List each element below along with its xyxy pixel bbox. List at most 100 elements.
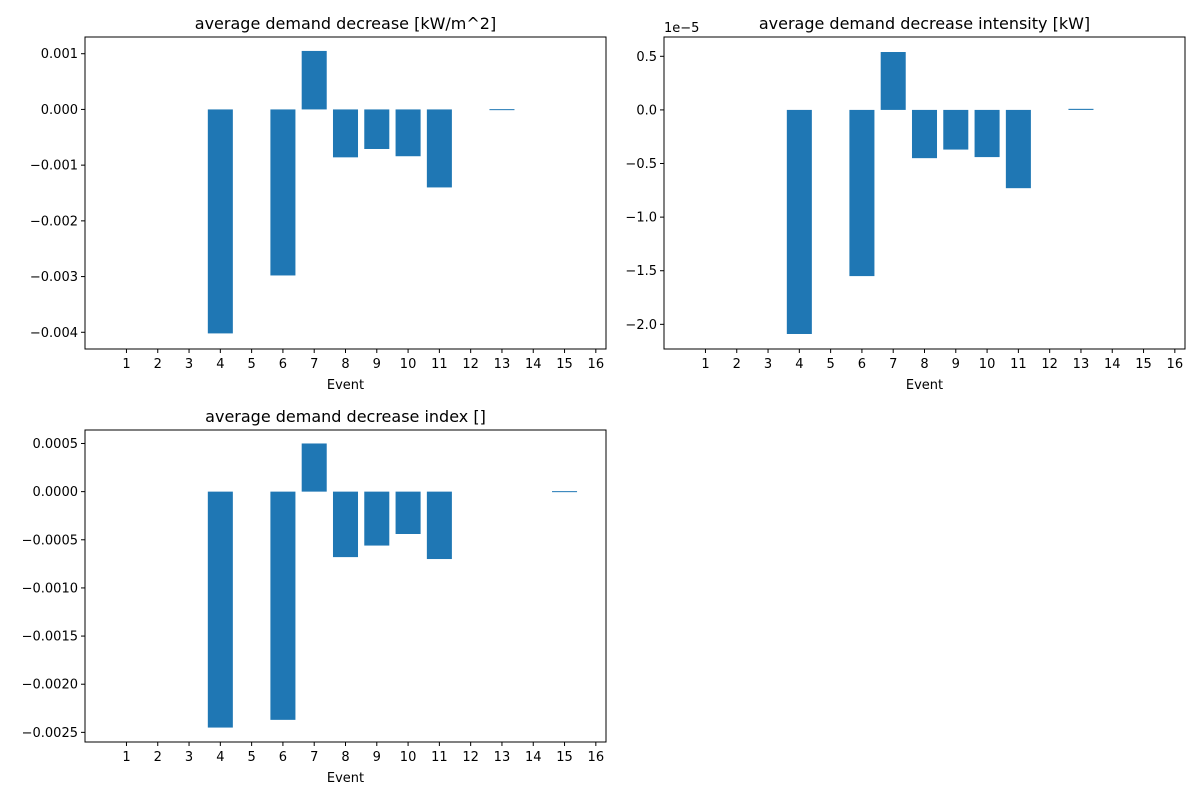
y-tick-label: −0.004 — [30, 326, 78, 341]
x-tick-label: 2 — [733, 357, 741, 372]
x-tick-label: 16 — [1167, 357, 1184, 372]
y-tick-label: 0.0 — [636, 103, 657, 118]
x-tick-label: 4 — [216, 357, 224, 372]
x-tick-label: 3 — [185, 750, 193, 765]
x-tick-label: 7 — [310, 357, 318, 372]
x-tick-label: 11 — [1010, 357, 1027, 372]
bar-event-7 — [880, 52, 906, 110]
y-tick-label: −0.003 — [30, 270, 78, 285]
bar-event-10 — [974, 109, 1000, 158]
y-offset-text: 1e−5 — [664, 21, 699, 36]
x-tick-label: 10 — [400, 750, 417, 765]
axes-frame — [84, 36, 607, 350]
bar-event-9 — [364, 109, 390, 149]
bar-event-13 — [1068, 108, 1094, 110]
x-tick-label: 12 — [462, 357, 479, 372]
chart-title: average demand decrease [kW/m^2] — [195, 14, 496, 33]
y-tick-label: −0.0015 — [22, 630, 78, 645]
chart-panel-3: 1 2 3 4 5 6 7 8 9 10 11 12 13 14 15 160.00050.0000−0.00… — [22, 407, 607, 786]
bar-event-9 — [943, 109, 969, 150]
x-tick-label: 15 — [556, 750, 573, 765]
x-tick-label: 4 — [795, 357, 803, 372]
bar-event-10 — [395, 109, 421, 157]
y-tick-label: −0.5 — [625, 157, 657, 172]
x-tick-label: 6 — [279, 357, 287, 372]
bar-event-4 — [207, 491, 233, 728]
x-tick-label: 9 — [373, 750, 381, 765]
x-tick-label: 8 — [341, 750, 349, 765]
x-tick-label: 13 — [494, 357, 511, 372]
x-tick-label: 1 — [122, 357, 130, 372]
x-tick-label: 16 — [588, 750, 605, 765]
x-tick-label: 13 — [1073, 357, 1090, 372]
chart-panel-1: 1 2 3 4 5 6 7 8 9 10 11 12 13 14 15 160.0010.000−0.001−… — [30, 14, 607, 393]
x-tick-label: 3 — [764, 357, 772, 372]
y-tick-label: 0.0000 — [33, 485, 79, 500]
bar-event-6 — [849, 109, 875, 277]
y-tick-label: −0.0020 — [22, 678, 78, 693]
bar-event-15 — [552, 491, 578, 493]
bar-event-8 — [332, 491, 359, 558]
axes-frame — [84, 429, 607, 743]
x-axis-label: Event — [327, 771, 364, 786]
y-tick-label: −1.0 — [625, 211, 657, 226]
x-tick-label: 8 — [920, 357, 928, 372]
x-tick-label: 3 — [185, 357, 193, 372]
x-tick-label: 16 — [588, 357, 605, 372]
x-tick-label: 14 — [525, 750, 542, 765]
y-tick-label: −2.0 — [625, 318, 657, 333]
x-tick-label: 15 — [1135, 357, 1152, 372]
bar-event-7 — [301, 443, 327, 492]
bar-event-11 — [1005, 109, 1031, 189]
x-tick-label: 12 — [462, 750, 479, 765]
x-tick-label: 14 — [525, 357, 542, 372]
y-tick-label: −1.5 — [625, 264, 657, 279]
chart-panel-2: 1 2 3 4 5 6 7 8 9 10 11 12 13 14 15 160.50.0−0.5−1.0−1.… — [625, 14, 1186, 393]
y-tick-label: 0.001 — [41, 47, 78, 62]
bar-event-10 — [395, 491, 421, 534]
x-tick-label: 6 — [279, 750, 287, 765]
x-tick-label: 9 — [373, 357, 381, 372]
chart-title: average demand decrease index [] — [205, 407, 486, 426]
x-tick-label: 5 — [247, 750, 255, 765]
x-tick-label: 11 — [431, 750, 448, 765]
x-tick-label: 5 — [826, 357, 834, 372]
y-tick-label: −0.002 — [30, 214, 78, 229]
x-tick-label: 14 — [1104, 357, 1121, 372]
bar-event-9 — [364, 491, 390, 546]
y-tick-label: 0.5 — [636, 50, 657, 65]
y-tick-label: 0.0005 — [33, 437, 79, 452]
x-tick-label: 10 — [979, 357, 996, 372]
x-tick-label: 5 — [247, 357, 255, 372]
y-tick-label: −0.001 — [30, 159, 78, 174]
y-tick-label: −0.0025 — [22, 726, 78, 741]
y-tick-label: −0.0010 — [22, 581, 78, 596]
bar-event-13 — [489, 109, 515, 111]
bar-event-7 — [301, 50, 327, 110]
x-tick-label: 2 — [154, 750, 162, 765]
x-tick-label: 15 — [556, 357, 573, 372]
y-tick-label: 0.000 — [41, 103, 78, 118]
bar-event-6 — [270, 491, 296, 720]
x-tick-label: 6 — [858, 357, 866, 372]
x-tick-label: 7 — [889, 357, 897, 372]
bar-event-8 — [911, 109, 938, 159]
axes-frame — [663, 36, 1186, 350]
bar-event-4 — [207, 109, 233, 334]
x-tick-label: 1 — [122, 750, 130, 765]
x-tick-label: 9 — [952, 357, 960, 372]
x-tick-label: 8 — [341, 357, 349, 372]
chart-title: average demand decrease intensity [kW] — [759, 14, 1090, 33]
x-tick-label: 1 — [701, 357, 709, 372]
x-tick-label: 12 — [1041, 357, 1058, 372]
x-tick-label: 2 — [154, 357, 162, 372]
x-axis-label: Event — [906, 378, 943, 393]
y-tick-label: −0.0005 — [22, 533, 78, 548]
x-tick-label: 4 — [216, 750, 224, 765]
x-tick-label: 11 — [431, 357, 448, 372]
bar-event-11 — [426, 109, 452, 188]
bar-event-8 — [332, 109, 359, 158]
x-tick-label: 10 — [400, 357, 417, 372]
x-tick-label: 13 — [494, 750, 511, 765]
